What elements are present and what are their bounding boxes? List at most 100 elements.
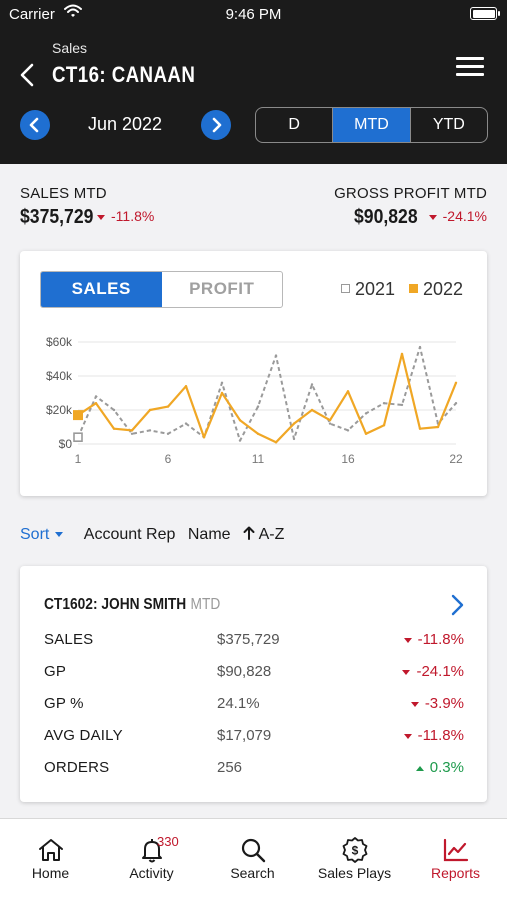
metric-row-gp: GP $90,828 -24.1%: [44, 663, 464, 685]
rep-title: CT1602: JOHN SMITH MTD: [44, 596, 220, 614]
search-icon: [241, 838, 266, 863]
data-point-2021: [328, 422, 332, 425]
metric-value: 24.1%: [217, 695, 260, 712]
tab-label: Activity: [129, 865, 174, 881]
data-point-2021: [454, 402, 458, 405]
period-tab-ytd[interactable]: YTD: [409, 108, 487, 142]
sort-field-name[interactable]: Name: [187, 526, 231, 543]
status-bar: Carrier 9:46 PM: [0, 0, 507, 30]
tab-sales-plays[interactable]: $ Sales Plays: [304, 819, 405, 889]
down-triangle-icon: [403, 637, 412, 643]
metric-change-text: -11.8%: [417, 727, 464, 744]
rep-card[interactable]: CT1602: JOHN SMITH MTD SALES $375,729 -11…: [20, 566, 487, 802]
activity-badge: 330: [157, 834, 179, 849]
prev-month-button[interactable]: [20, 110, 50, 140]
metric-value: $375,729: [217, 631, 280, 648]
data-point-2021: [418, 345, 422, 349]
tab-label: Home: [31, 865, 70, 881]
arrow-up-icon: [243, 526, 255, 540]
next-month-button[interactable]: [201, 110, 231, 140]
metric-row-gp-percent: GP % 24.1% -3.9%: [44, 695, 464, 717]
up-triangle-icon: [415, 765, 424, 771]
down-triangle-icon: [410, 701, 419, 707]
wifi-icon: [64, 4, 82, 17]
data-point-2021: [400, 403, 404, 407]
metric-change-text: -3.9%: [424, 695, 464, 712]
y-tick-label: $40k: [46, 369, 73, 383]
data-point-2022: [94, 402, 98, 405]
caret-down-icon: [55, 532, 64, 538]
data-point-2022: [364, 432, 368, 435]
data-point-2022: [346, 390, 350, 393]
chart-tab-sales[interactable]: SALES: [41, 272, 162, 307]
data-point-2022: [400, 352, 404, 356]
metric-value: $90,828: [217, 663, 272, 680]
sales-change-text: -11.8%: [111, 208, 155, 224]
sales-mtd-label: SALES MTD: [20, 185, 107, 202]
metric-key: SALES: [44, 631, 94, 648]
header: Carrier 9:46 PM Sales CT16: CANAAN Jun 2…: [0, 0, 507, 164]
period-tab-d[interactable]: D: [288, 116, 300, 133]
x-tick-label: 16: [341, 452, 355, 466]
hamburger-menu-icon[interactable]: [456, 56, 484, 78]
tab-label: Search: [230, 865, 275, 881]
data-point-2022: [184, 385, 188, 388]
metric-change-text: -24.1%: [416, 663, 464, 680]
period-segmented-control: D MTD YTD: [255, 107, 488, 143]
chevron-right-icon[interactable]: [450, 594, 464, 616]
legend-swatch-2022: [409, 283, 418, 293]
x-tick-label: 1: [75, 452, 82, 466]
data-point-2022: [328, 419, 332, 422]
metric-key: GP %: [44, 695, 84, 712]
month-label: Jun 2022: [87, 114, 163, 134]
y-tick-label: $60k: [46, 335, 73, 349]
chevron-right-icon: [212, 117, 222, 133]
tab-reports[interactable]: Reports: [405, 819, 506, 889]
rep-period: MTD: [190, 596, 221, 613]
tab-activity[interactable]: 330 Activity: [101, 819, 202, 889]
page-title: CT16: CANAAN: [52, 62, 196, 87]
data-point-2022: [238, 419, 242, 422]
sort-field-account-rep[interactable]: Account Rep: [83, 526, 176, 543]
data-point-2022: [418, 427, 422, 430]
tab-home[interactable]: Home: [0, 819, 101, 889]
data-point-2021: [256, 405, 260, 408]
sort-order[interactable]: A-Z: [243, 526, 284, 543]
gross-profit-mtd-label: GROSS PROFIT MTD: [334, 185, 487, 202]
data-point-2021: [94, 395, 98, 398]
metric-key: ORDERS: [44, 759, 110, 776]
metric-change-text: -11.8%: [417, 631, 464, 648]
data-point-2022: [112, 427, 116, 430]
gross-profit-mtd-value: $90,828: [354, 206, 418, 228]
svg-text:$: $: [352, 844, 359, 858]
data-point-2022: [274, 441, 278, 444]
metric-value: $17,079: [217, 727, 272, 744]
home-icon: [39, 839, 63, 861]
back-chevron-icon[interactable]: [16, 62, 40, 88]
sales-mtd-change: -11.8%: [97, 208, 154, 224]
period-tab-mtd[interactable]: MTD: [332, 108, 410, 142]
metric-change: -11.8%: [403, 631, 464, 648]
metric-change-text: 0.3%: [429, 759, 464, 776]
data-point-2021: [238, 439, 242, 442]
metric-change: -11.8%: [403, 727, 464, 744]
chart-trend-icon: [443, 838, 469, 862]
profit-change-text: -24.1%: [442, 208, 487, 224]
tab-search[interactable]: Search: [202, 819, 303, 889]
series-line-2022: [77, 352, 458, 444]
sort-button[interactable]: Sort: [20, 526, 64, 543]
sort-order-label: A-Z: [258, 526, 285, 543]
y-tick-label: $0: [59, 437, 73, 451]
data-point-2021: [112, 408, 116, 412]
data-point-2022: [220, 391, 224, 395]
data-point-2021: [364, 412, 368, 415]
data-point-2022: [382, 424, 386, 427]
rep-name: CT1602: JOHN SMITH: [44, 596, 187, 613]
data-point-2022: [256, 432, 260, 435]
metric-key: AVG DAILY: [44, 727, 123, 744]
data-point-2021: [166, 432, 170, 435]
dollar-badge-icon: $: [342, 837, 368, 863]
sort-label: Sort: [20, 526, 50, 543]
chart-tab-profit[interactable]: PROFIT: [189, 279, 255, 298]
metric-key: GP: [44, 663, 67, 680]
